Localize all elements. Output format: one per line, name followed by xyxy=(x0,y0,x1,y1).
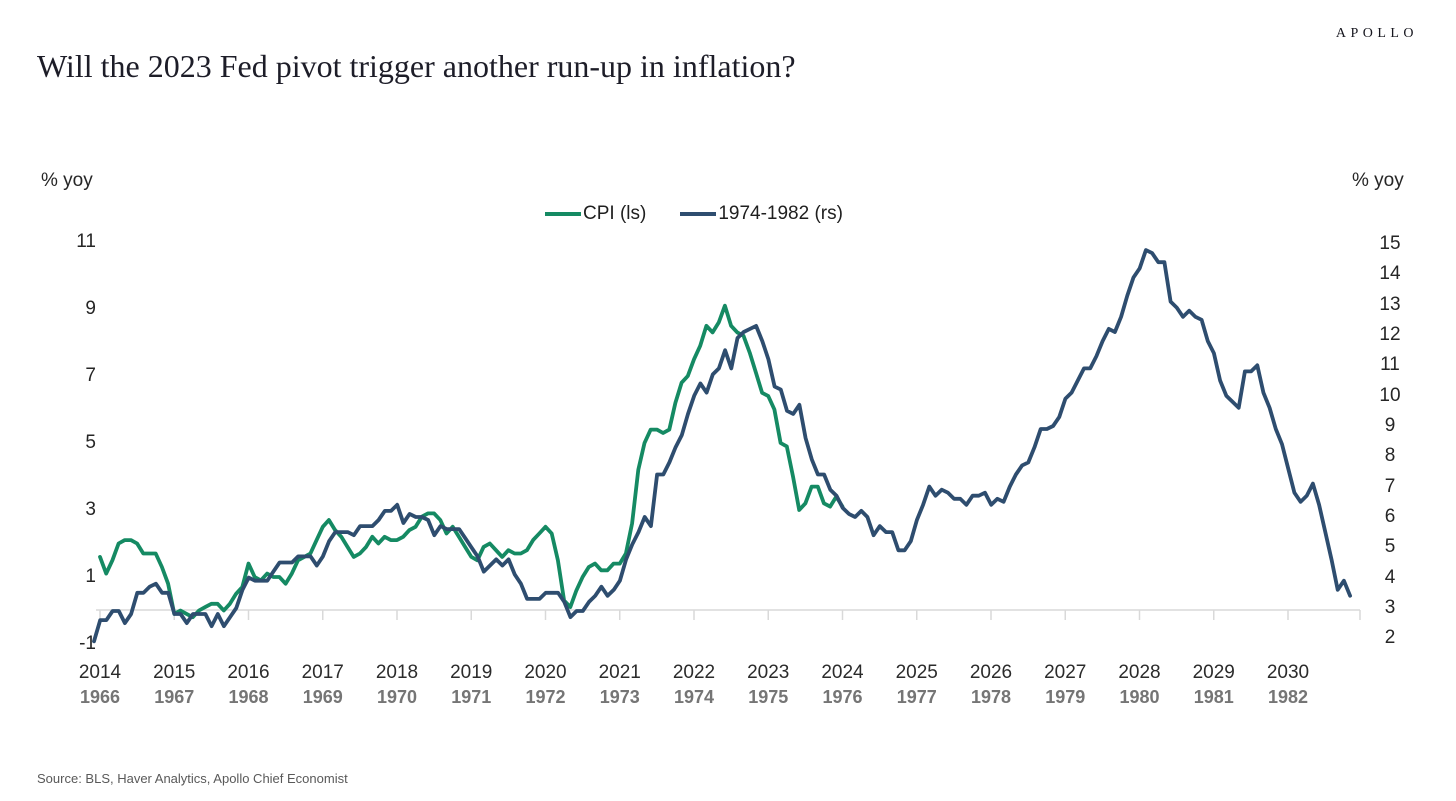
left-axis-tick-label: 9 xyxy=(85,298,96,319)
right-axis-unit-label: % yoy xyxy=(1352,170,1404,191)
left-axis-tick-label: 1 xyxy=(85,566,96,587)
x-axis-year-label-secondary: 1982 xyxy=(1267,687,1309,707)
x-axis-year-label-secondary: 1972 xyxy=(525,687,566,707)
right-axis-tick-label: 9 xyxy=(1384,414,1396,436)
left-axis-unit-label: % yoy xyxy=(41,170,93,191)
x-axis-year-label-secondary: 1975 xyxy=(748,687,789,707)
apollo-logo: APOLLO xyxy=(1335,26,1418,41)
x-axis-year-label-secondary: 1981 xyxy=(1193,687,1234,707)
x-axis-year-label-primary: 2027 xyxy=(1044,662,1087,683)
left-axis-tick-label: -1 xyxy=(79,633,96,654)
x-axis-year-label-secondary: 1980 xyxy=(1119,687,1160,707)
x-axis-year-label-secondary: 1978 xyxy=(970,687,1012,707)
right-axis-tick-label: 2 xyxy=(1384,627,1396,649)
x-axis-year-label-secondary: 1969 xyxy=(302,687,343,707)
x-axis-year-label-primary: 2014 xyxy=(78,662,122,683)
right-axis-tick-label: 10 xyxy=(1379,384,1401,406)
x-axis-year-label-primary: 2017 xyxy=(301,662,344,683)
right-axis-tick-label: 8 xyxy=(1384,445,1396,467)
x-axis-year-label-primary: 2024 xyxy=(821,662,864,683)
right-axis-tick-label: 14 xyxy=(1379,263,1401,285)
x-axis-year-label-primary: 2029 xyxy=(1192,662,1235,683)
x-axis-year-label-primary: 2016 xyxy=(227,662,270,683)
right-axis-tick-label: 7 xyxy=(1384,475,1396,497)
legend-label-1974-1982: 1974-1982 (rs) xyxy=(718,203,843,224)
x-axis-year-label-secondary: 1971 xyxy=(451,687,492,707)
x-axis-year-label-primary: 2022 xyxy=(672,662,716,683)
legend-item-cpi: CPI (ls) xyxy=(545,203,646,225)
x-axis-year-label-primary: 2025 xyxy=(895,662,938,683)
left-axis-tick-label: 3 xyxy=(85,499,96,520)
right-axis-tick-label: 15 xyxy=(1379,233,1401,254)
right-axis-tick-label: 5 xyxy=(1384,536,1396,558)
x-axis-year-label-primary: 2023 xyxy=(747,662,790,683)
legend-label-cpi: CPI (ls) xyxy=(583,203,647,224)
right-axis-tick-label: 6 xyxy=(1384,505,1396,527)
x-axis-year-label-primary: 2026 xyxy=(969,662,1013,683)
legend-swatch-1974-1982-line xyxy=(680,212,717,216)
x-axis-year-label-primary: 2028 xyxy=(1118,662,1161,683)
legend-swatch-cpi-line xyxy=(545,212,581,216)
right-axis-tick-label: 12 xyxy=(1379,324,1401,345)
left-axis-tick-label: 11 xyxy=(76,231,96,252)
x-axis-year-label-secondary: 1979 xyxy=(1045,687,1086,707)
chart-legend: CPI (ls) 1974-1982 (rs) xyxy=(545,203,843,225)
right-axis-tick-label: 11 xyxy=(1380,354,1400,376)
x-axis-year-label-secondary: 1977 xyxy=(896,687,937,707)
x-axis-year-label-primary: 2019 xyxy=(450,662,493,683)
legend-item-1974-1982: 1974-1982 (rs) xyxy=(680,203,843,225)
x-axis-year-label-secondary: 1974 xyxy=(673,687,715,707)
x-axis-year-label-primary: 2015 xyxy=(153,662,196,683)
right-axis-tick-label: 4 xyxy=(1384,566,1396,588)
chart-title: Will the 2023 Fed pivot trigger another … xyxy=(37,48,796,84)
right-axis-tick-label: 3 xyxy=(1384,596,1396,618)
x-axis-year-label-secondary: 1968 xyxy=(228,687,269,707)
left-axis-tick-label: 5 xyxy=(85,432,96,453)
x-axis-year-label-secondary: 1973 xyxy=(599,687,640,707)
source-note: Source: BLS, Haver Analytics, Apollo Chi… xyxy=(37,771,348,786)
x-axis-year-label-primary: 2018 xyxy=(375,662,419,683)
x-axis-year-label-secondary: 1976 xyxy=(822,687,863,707)
x-axis-year-label-primary: 2030 xyxy=(1266,662,1310,683)
left-axis-tick-label: 7 xyxy=(85,365,96,386)
x-axis-year-label-secondary: 1970 xyxy=(376,687,418,707)
x-axis-year-label-primary: 2021 xyxy=(598,662,641,683)
right-axis-tick-label: 13 xyxy=(1379,293,1401,315)
x-axis-year-label-secondary: 1966 xyxy=(79,687,121,707)
x-axis-year-label-primary: 2020 xyxy=(524,662,567,683)
x-axis-year-label-secondary: 1967 xyxy=(154,687,195,707)
